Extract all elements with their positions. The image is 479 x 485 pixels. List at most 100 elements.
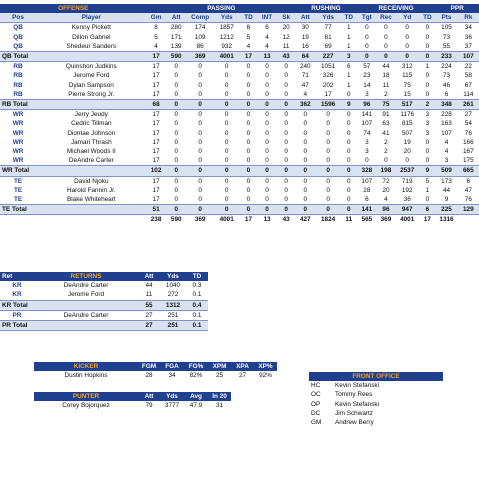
stat-cell: 8 [246, 24, 251, 32]
stat-cell: 9 [419, 165, 436, 177]
punter-player-name: Corey Bojorquez [62, 402, 110, 410]
stat-cell: 55 [138, 299, 160, 311]
stat-cell: 76 [464, 129, 472, 137]
stat-cell: 0 [365, 24, 369, 32]
stat-cell: 105 [441, 24, 452, 32]
returns-ret-header: Ret [0, 272, 34, 282]
stat-cell: 0 [246, 148, 251, 156]
punter-avg: 47.9 [189, 402, 203, 410]
stat-cell: 947 [394, 204, 420, 216]
kicker-fgm: 28 [145, 372, 153, 380]
stat-cell: 0 [224, 177, 229, 185]
stat-cell: 4 [265, 33, 269, 41]
stat-cell: 43 [282, 216, 290, 224]
stat-cell: 0 [376, 51, 395, 63]
stat-cell: 0 [284, 120, 288, 128]
stat-cell: 96 [356, 99, 377, 111]
stat-cell: 0 [256, 165, 278, 177]
kicker-section: KICKER FGM FGA FG% XPM XPA XP% Dustin Ho… [34, 362, 277, 380]
stat-cell: 27 [145, 311, 153, 319]
stat-cell: 233 [435, 51, 458, 63]
stat-cell: 0 [326, 186, 330, 194]
punter-section: PUNTER Att Yds Avg In 20 Corey Bojorquez… [34, 392, 231, 410]
stat-cell: 0 [265, 129, 269, 137]
receiving-group-header: RECEIVING [356, 4, 436, 14]
stat-cell: 3 [365, 148, 369, 156]
offense-table: OFFENSE PASSING RUSHING RECEIVING PPR Po… [0, 4, 479, 225]
stat-cell: 2 [384, 148, 388, 156]
stat-cell: 369 [380, 216, 392, 224]
front-office-role: GM [311, 419, 322, 427]
offense-column-header-row: Pos Player Gm Att Comp Yds TD INT Sk Att Yds TD Tgt R… [0, 13, 479, 24]
player-name-cell [34, 320, 138, 332]
stat-cell: 0 [303, 129, 308, 137]
stat-cell: 0 [425, 42, 430, 50]
stat-cell: 227 [315, 51, 341, 63]
stat-cell: 0 [186, 165, 214, 177]
offense-total-row: TE Total 51 0 0 0 0 0 0 0 0 0 141 96 947 6 225 129 [0, 204, 479, 216]
kicker-title: KICKER [34, 362, 138, 372]
stat-cell: 0 [265, 111, 269, 119]
player-name-cell [36, 51, 147, 63]
front-office-section: FRONT OFFICE HC Kevin Stefanski OC Tommy Re… [309, 372, 443, 427]
stat-cell: 8 [154, 24, 158, 32]
stat-cell [458, 215, 479, 225]
stat-cell: 4001 [213, 51, 240, 63]
stat-cell: 0 [265, 196, 269, 204]
stat-cell: 22 [464, 63, 472, 71]
offense-total-row: WR Total 102 0 0 0 0 0 0 0 0 0 328 198 2537 9 509 665 [0, 165, 479, 177]
stat-cell: 81 [324, 33, 332, 41]
stat-cell: 0 [265, 90, 269, 98]
punter-col-avg: Avg [184, 392, 208, 402]
stat-cell: 0 [174, 148, 179, 156]
kicker-col-xpm: XPM [208, 362, 231, 372]
front-office-row: OC Tommy Rees [309, 390, 443, 399]
returns-yds-header: Yds [160, 272, 186, 282]
player-name-cell: Jamari Thrash [70, 138, 112, 146]
stat-cell: 0 [224, 186, 229, 194]
stat-cell: 0 [347, 148, 351, 156]
position-cell: WR [12, 157, 24, 165]
player-name-cell: Kenny Pickett [71, 24, 111, 32]
position-cell: QB [13, 24, 23, 32]
offense-player-row: WR Jerry Jeudy 17 0 0 0 0 0 0 0 0 0 141 91 1176 3 228 27 [0, 110, 479, 120]
player-name-cell: Pierre Strong Jr. [68, 90, 115, 98]
stat-cell: 240 [299, 63, 311, 71]
stat-cell: 0 [284, 148, 288, 156]
stat-cell: 30 [301, 24, 309, 32]
front-office-name: Jim Schwartz [335, 409, 373, 417]
stat-cell: 0 [165, 204, 187, 216]
stat-cell: 0 [256, 99, 278, 111]
player-name-cell: Jerome Ford [73, 72, 110, 80]
stat-cell: 44 [382, 63, 390, 71]
stat-cell: 427 [299, 216, 311, 224]
stat-cell: 2537 [394, 165, 420, 177]
stat-cell: 0 [340, 204, 357, 216]
stat-cell: 0 [326, 138, 330, 146]
stat-cell: 4 [303, 90, 308, 98]
stat-cell: 0 [425, 157, 430, 165]
stat-cell: 1 [347, 42, 351, 50]
offense-player-row: WR Jamari Thrash 17 0 0 0 0 0 0 0 0 0 3 2 19 0 4 166 [0, 138, 479, 147]
ppr-group-header: PPR [435, 4, 479, 14]
stat-cell: 0 [295, 204, 316, 216]
stat-cell: 0 [425, 148, 430, 156]
punter-row: Corey Bojorquez 79 3777 47.9 31 [34, 401, 231, 410]
returns-att-header: Att [138, 272, 160, 282]
stat-cell: 139 [170, 42, 182, 50]
stat-cell: 0 [284, 72, 288, 80]
stat-cell: 167 [462, 148, 474, 156]
stat-cell: 225 [435, 204, 458, 216]
stat-cell: 91 [382, 111, 390, 119]
stat-cell: 0 [239, 204, 257, 216]
returns-total-row: KR Total 55 1312 0.4 [0, 299, 208, 311]
stat-cell: 1212 [219, 33, 234, 41]
stat-cell: 0 [405, 33, 409, 41]
stat-cell: 27 [138, 320, 160, 332]
stat-cell: 166 [462, 138, 474, 146]
stat-cell: 0 [224, 81, 229, 89]
player-name-cell: Quinshon Judkins [65, 63, 117, 71]
offense-player-row: QB Shedeur Sanders 4 139 86 932 4 4 11 16 69 1 0 0 0 0 5… [0, 42, 479, 52]
stat-cell: 326 [322, 72, 334, 80]
stat-cell: 0 [198, 157, 202, 165]
